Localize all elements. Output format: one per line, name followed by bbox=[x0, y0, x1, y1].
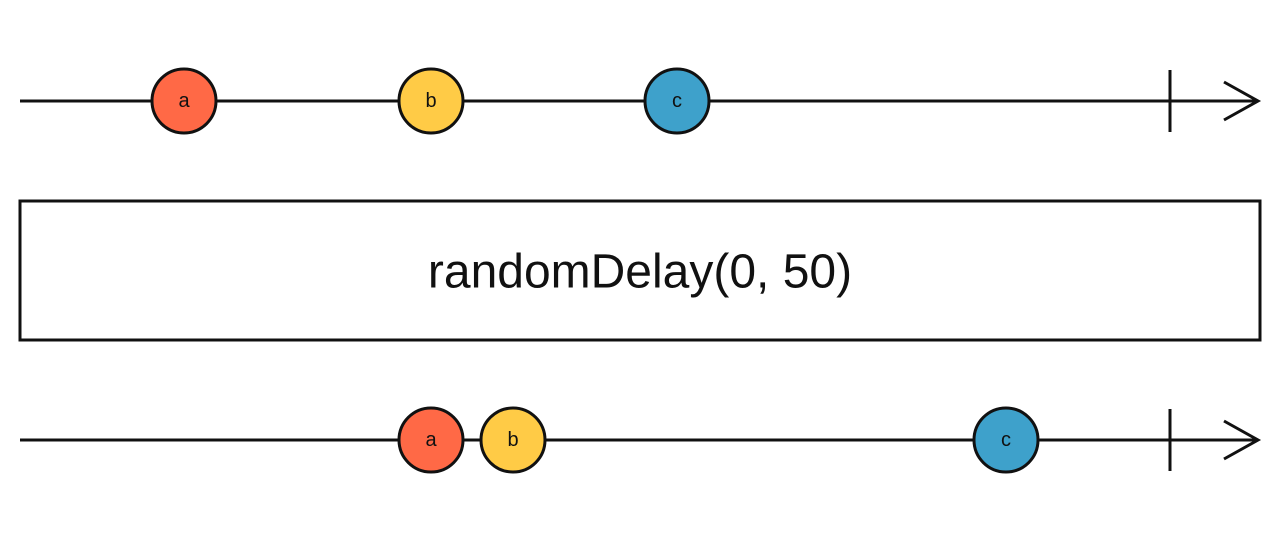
output-arrow-head bbox=[1223, 419, 1262, 461]
input-marble-b-label: b bbox=[425, 90, 436, 112]
output-marble-a-circle bbox=[397, 406, 465, 474]
output-marble-c-circle bbox=[972, 406, 1040, 474]
output-marble-b-label: b bbox=[507, 429, 518, 451]
input-marble-a-circle bbox=[150, 67, 218, 135]
input-marble-c: c bbox=[643, 67, 711, 135]
output-marble-a-label: a bbox=[425, 429, 437, 451]
input-timeline: a b c bbox=[20, 67, 1262, 135]
input-marble-a: a bbox=[150, 67, 218, 135]
operator: randomDelay(0, 50) bbox=[18, 199, 1262, 342]
output-marble-b-circle bbox=[479, 406, 547, 474]
output-marble-a: a bbox=[397, 406, 465, 474]
output-marble-c-label: c bbox=[1001, 429, 1011, 451]
input-marble-c-circle bbox=[643, 67, 711, 135]
output-timeline: a b c bbox=[20, 406, 1262, 474]
input-marble-b-circle bbox=[397, 67, 465, 135]
input-marble-b: b bbox=[397, 67, 465, 135]
output-marble-c: c bbox=[972, 406, 1040, 474]
input-marble-c-label: c bbox=[672, 90, 682, 112]
operator-box bbox=[18, 199, 1262, 342]
operator-label: randomDelay(0, 50) bbox=[428, 246, 852, 299]
output-marble-b: b bbox=[479, 406, 547, 474]
input-marble-a-label: a bbox=[178, 90, 190, 112]
input-arrow-head bbox=[1223, 80, 1262, 122]
